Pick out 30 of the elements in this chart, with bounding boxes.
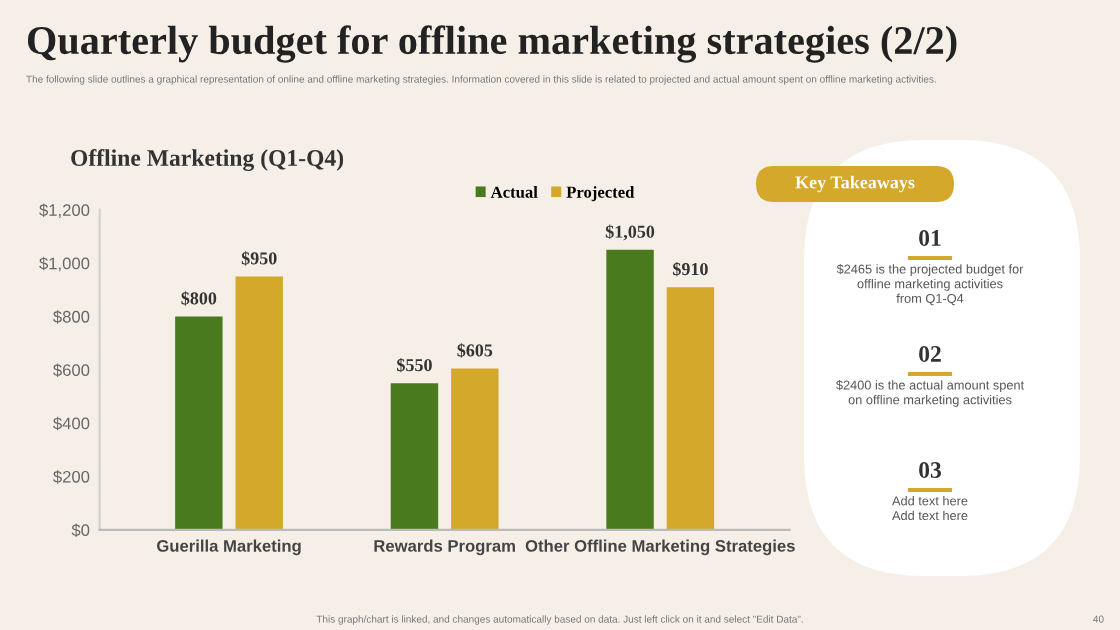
data-label: $605 — [457, 343, 493, 358]
text: 02 — [919, 345, 941, 362]
bar — [451, 368, 499, 530]
y-tick-label: $600 — [53, 363, 90, 378]
text: 03 — [919, 461, 941, 478]
legend-label: Actual — [490, 186, 538, 198]
y-tick-label: $200 — [53, 470, 90, 484]
y-tick-label: $0 — [71, 523, 90, 538]
x-tick-label: Guerilla Marketing — [157, 539, 301, 556]
data-label: $550 — [397, 357, 432, 373]
bar — [666, 287, 715, 530]
bar — [175, 316, 223, 530]
y-tick-label: $1,200 — [39, 203, 90, 218]
bar — [390, 383, 439, 530]
text: 01 — [919, 229, 941, 246]
bar — [235, 276, 283, 530]
text: Key Takeaways — [795, 175, 915, 193]
data-label: $800 — [181, 291, 217, 306]
data-label: $910 — [673, 261, 708, 277]
y-tick-label: $1,000 — [39, 256, 90, 272]
x-tick-label: Rewards Program — [374, 539, 515, 556]
legend-label: Projected — [566, 186, 635, 202]
y-tick-label: $400 — [53, 416, 90, 431]
x-tick-label: Other Offline Marketing Strategies — [525, 539, 795, 556]
chart-subtitle: Quarterly budget for offline marketing strategies (2/2) — [27, 25, 957, 63]
chart-title: Offline Marketing (Q1-Q4) — [71, 149, 344, 171]
data-label: $950 — [241, 251, 277, 266]
bar — [606, 249, 654, 530]
data-label: $1,050 — [605, 224, 655, 241]
y-tick-label: $800 — [53, 310, 90, 324]
